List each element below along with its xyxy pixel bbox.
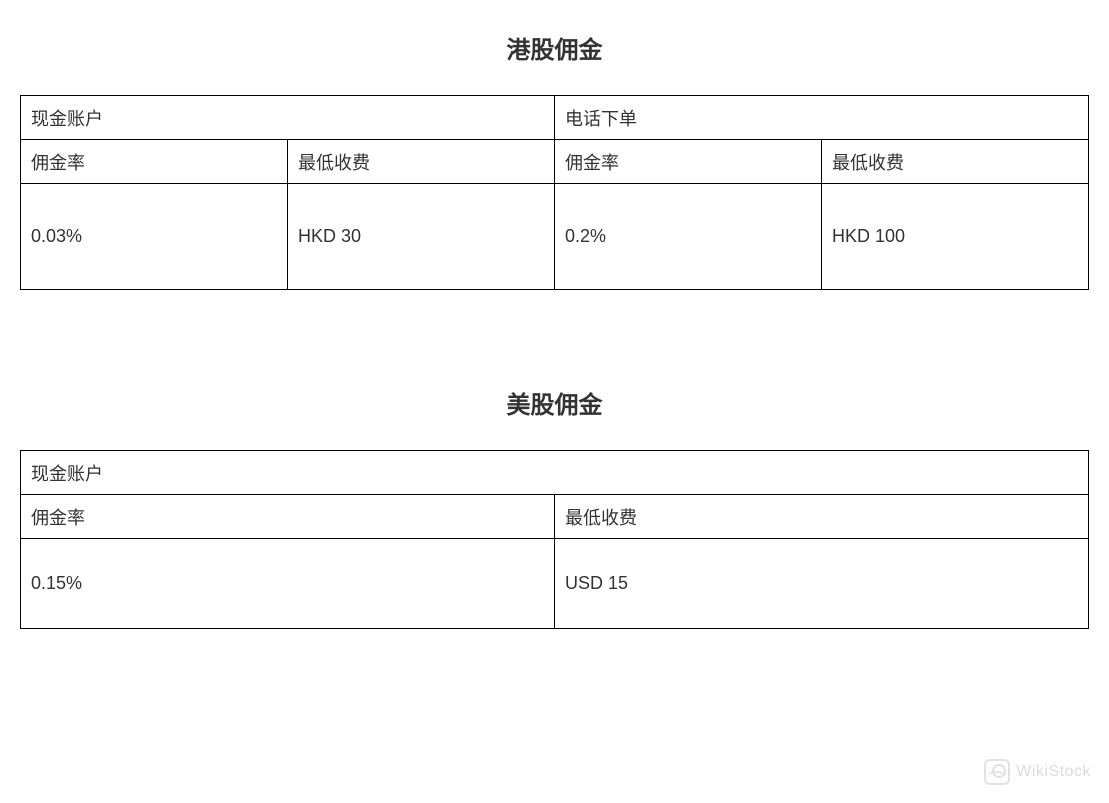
table-data-row: 0.15% USD 15 xyxy=(21,539,1089,629)
cell-min-fee-us: USD 15 xyxy=(555,539,1089,629)
subheader-min-fee-1: 最低收费 xyxy=(288,140,555,184)
subheader-commission-rate-us: 佣金率 xyxy=(21,495,555,539)
watermark-icon xyxy=(984,759,1010,785)
hk-commission-table: 现金账户 电话下单 佣金率 最低收费 佣金率 最低收费 0.03% HKD 30… xyxy=(20,95,1089,290)
cell-commission-rate-phone: 0.2% xyxy=(555,184,822,290)
hk-commission-title: 港股佣金 xyxy=(20,30,1089,65)
cell-commission-rate-cash: 0.03% xyxy=(21,184,288,290)
table-subheader-row: 佣金率 最低收费 xyxy=(21,495,1089,539)
cell-min-fee-cash: HKD 30 xyxy=(288,184,555,290)
table-data-row: 0.03% HKD 30 0.2% HKD 100 xyxy=(21,184,1089,290)
watermark-label: WikiStock xyxy=(1016,763,1091,781)
subheader-commission-rate-2: 佣金率 xyxy=(555,140,822,184)
us-commission-section: 美股佣金 现金账户 佣金率 最低收费 0.15% USD 15 xyxy=(20,385,1089,629)
us-commission-table: 现金账户 佣金率 最低收费 0.15% USD 15 xyxy=(20,450,1089,629)
subheader-commission-rate-1: 佣金率 xyxy=(21,140,288,184)
watermark: WikiStock xyxy=(984,759,1091,785)
hk-commission-section: 港股佣金 现金账户 电话下单 佣金率 最低收费 佣金率 最低收费 0.03% H… xyxy=(20,30,1089,290)
us-commission-title: 美股佣金 xyxy=(20,385,1089,420)
cell-commission-rate-us: 0.15% xyxy=(21,539,555,629)
table-subheader-row: 佣金率 最低收费 佣金率 最低收费 xyxy=(21,140,1089,184)
table-header-row: 现金账户 xyxy=(21,451,1089,495)
header-phone-order: 电话下单 xyxy=(555,96,1089,140)
subheader-min-fee-us: 最低收费 xyxy=(555,495,1089,539)
header-cash-account-us: 现金账户 xyxy=(21,451,1089,495)
header-cash-account: 现金账户 xyxy=(21,96,555,140)
table-header-row: 现金账户 电话下单 xyxy=(21,96,1089,140)
subheader-min-fee-2: 最低收费 xyxy=(822,140,1089,184)
cell-min-fee-phone: HKD 100 xyxy=(822,184,1089,290)
